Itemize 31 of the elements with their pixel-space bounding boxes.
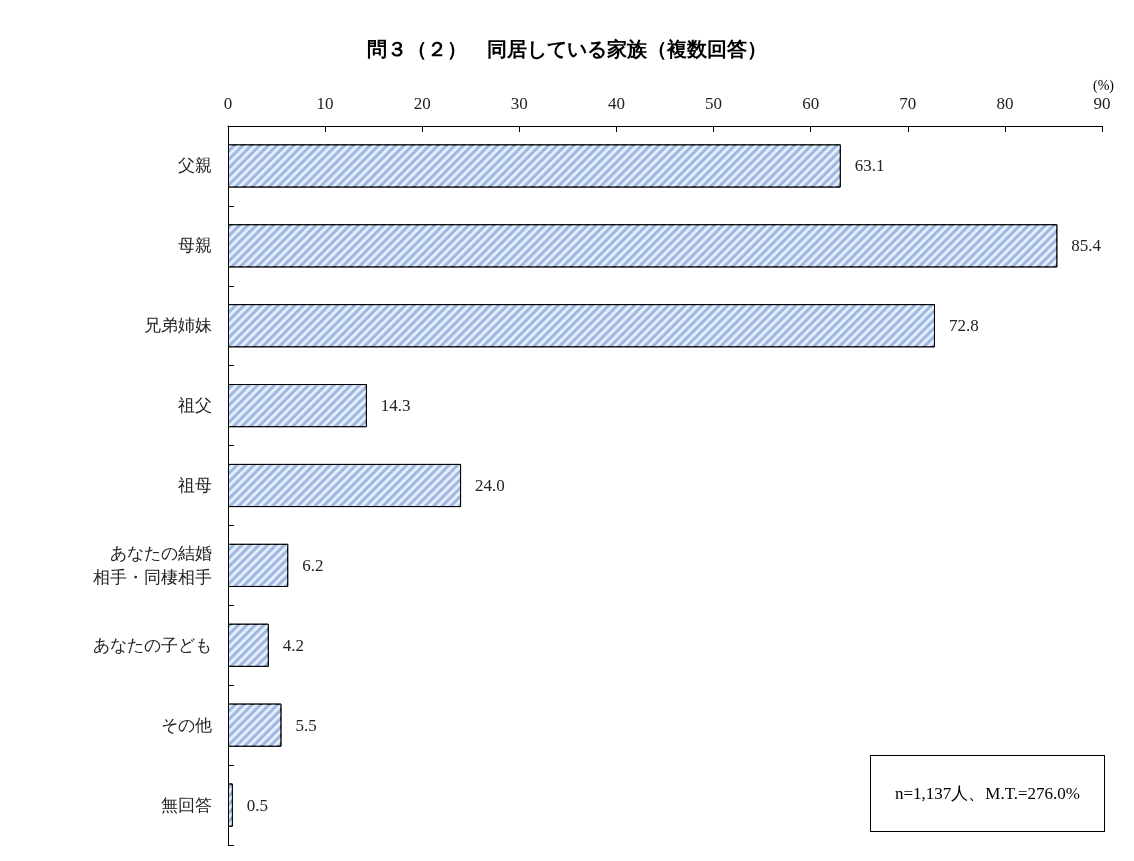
data-label: 24.0 <box>475 476 505 495</box>
y-tick-label: 祖父 <box>178 396 212 416</box>
data-label: 0.5 <box>246 795 269 815</box>
x-tick-label: 30 <box>510 94 528 113</box>
y-tick-label: 兄弟姉妹 <box>144 316 212 336</box>
x-axis-title: (%) <box>1093 78 1114 94</box>
chart-title: 問３（２） 同居している家族（複数回答） <box>367 37 767 61</box>
x-tick-label: 10 <box>316 94 334 113</box>
data-label: 63.1 <box>854 156 885 176</box>
x-tick-label: 90 <box>1093 94 1111 113</box>
data-label: 6.2 <box>302 555 324 575</box>
y-tick-label: 父親 <box>178 156 212 176</box>
data-label: 5.5 <box>295 715 317 735</box>
y-tick-label: その他 <box>161 715 212 735</box>
annotation: n=1,137人、M.T.=276.0% <box>870 756 1104 831</box>
data-label: 14.3 <box>380 396 411 416</box>
y-tick-label: あなたの子ども <box>93 635 212 655</box>
y-tick-label: あなたの結婚相手・同棲相手 <box>93 543 212 587</box>
x-tick-label: 70 <box>899 94 917 113</box>
x-tick-label: 60 <box>802 94 820 113</box>
data-label: 4.2 <box>282 635 305 655</box>
y-tick-label: 母親 <box>178 236 212 256</box>
x-tick-label: 80 <box>996 94 1014 113</box>
x-tick-label: 20 <box>413 94 431 113</box>
data-label: 72.8 <box>948 316 979 336</box>
x-tick-label: 50 <box>705 94 723 113</box>
y-tick-label: 無回答 <box>161 795 212 815</box>
data-label: 85.4 <box>1071 236 1102 256</box>
x-tick-label: 0 <box>223 94 233 113</box>
x-tick-label: 40 <box>607 94 625 113</box>
y-tick-label: 祖母 <box>178 476 212 495</box>
